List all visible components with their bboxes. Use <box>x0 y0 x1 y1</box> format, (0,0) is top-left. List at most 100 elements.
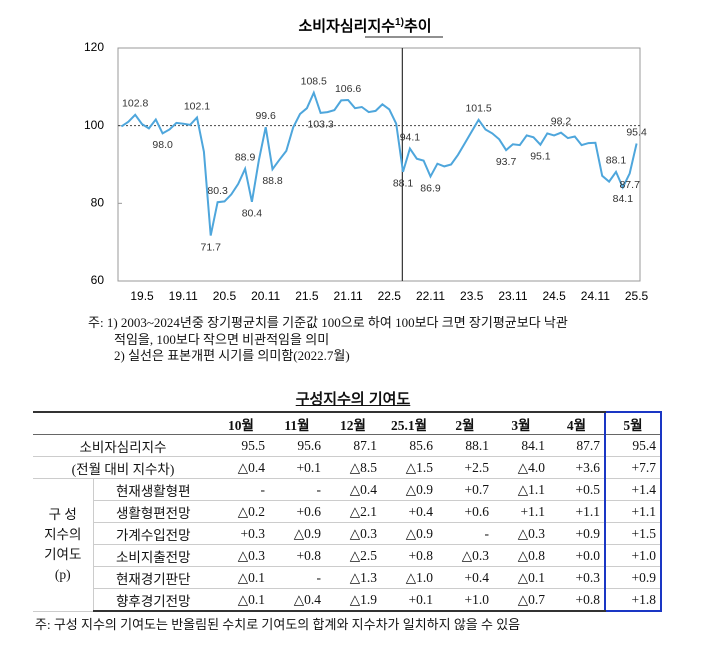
cell: +1.0 <box>437 588 493 612</box>
cell: +0.8 <box>549 588 605 612</box>
cell: △0.7 <box>493 588 549 612</box>
cell: △0.8 <box>493 544 549 567</box>
group-label-line: 구 성 <box>48 506 77 522</box>
y-tick-label: 60 <box>91 273 105 287</box>
cell: △0.1 <box>213 566 269 589</box>
line <box>120 89 638 236</box>
x-tick-label: 25.5 <box>625 289 649 303</box>
row-label: 생활형편전망 <box>93 500 213 523</box>
data-label: 93.7 <box>496 156 517 168</box>
row-label: 가계수입전망 <box>93 522 213 545</box>
row-label: 향후경기전망 <box>93 588 213 612</box>
cell: 87.7 <box>549 434 605 457</box>
data-label: 94.1 <box>400 131 421 143</box>
y-tick-label: 80 <box>91 196 105 210</box>
table-note: 주: 구성 지수의 기여도는 반올림된 수치로 기여도의 합계와 지수차가 일치… <box>35 617 521 632</box>
group-label-line: 지수의 <box>44 526 82 542</box>
cell: 87.1 <box>325 434 381 457</box>
plot-frame <box>117 47 641 282</box>
cell: - <box>437 522 493 545</box>
data-label: 88.1 <box>393 178 414 190</box>
cell: 85.6 <box>381 434 437 457</box>
header-cell: 10월 <box>213 411 269 435</box>
x-tick-label: 19.11 <box>169 289 198 303</box>
header-cell: 11월 <box>269 411 325 435</box>
cell: +0.6 <box>437 500 493 523</box>
cell: △0.9 <box>381 522 437 545</box>
data-label: 84.1 <box>613 193 634 205</box>
cell: +0.7 <box>437 478 493 501</box>
x-tick-label: 20.11 <box>251 289 280 303</box>
data-label: 80.3 <box>207 185 228 197</box>
row-label: 현재생활형편 <box>93 478 213 501</box>
cell: △4.0 <box>493 456 549 479</box>
title-suffix: 추이 <box>404 18 432 35</box>
header-cell: 4월 <box>549 411 605 435</box>
x-tick-label: 24.5 <box>542 289 566 303</box>
header-row: 10월 11월 12월 25.1월 2월 3월 4월 5월 <box>33 411 662 435</box>
data-label: 88.8 <box>262 175 283 187</box>
data-label: 80.4 <box>242 208 263 220</box>
header-cell: 3월 <box>493 411 549 435</box>
cell: 95.6 <box>269 434 325 457</box>
row: 생활형편전망 △0.2 +0.6 △2.1 +0.4 +0.6 +1.1 +1.1 +1.1 <box>33 500 662 523</box>
title-note: 1) <box>395 17 404 28</box>
x-tick-label: 19.5 <box>130 289 154 303</box>
data-label: 71.7 <box>201 241 222 253</box>
y-tick-label: 100 <box>84 118 104 132</box>
cell: +0.4 <box>381 500 437 523</box>
cell: 84.1 <box>493 434 549 457</box>
header-cell <box>33 411 213 435</box>
cell: △0.3 <box>493 522 549 545</box>
data-label: 106.6 <box>335 83 361 95</box>
header-cell: 25.1월 <box>381 411 437 435</box>
note: 적임을, 100보다 작으면 비관적임을 의미 <box>114 332 330 347</box>
data-label: 88.9 <box>235 152 256 164</box>
cell: △0.4 <box>269 588 325 612</box>
cell: +1.0 <box>604 544 662 567</box>
chart-title: 소비자심리지수1)추이 <box>298 17 431 35</box>
cell: △0.3 <box>437 544 493 567</box>
cell: +1.5 <box>604 522 662 545</box>
cell: +1.1 <box>604 500 662 523</box>
data-label: 88.1 <box>606 155 627 167</box>
cell: △1.0 <box>381 566 437 589</box>
x-tick-label: 21.11 <box>334 289 363 303</box>
x-tick-label: 22.11 <box>416 289 445 303</box>
cell: △0.3 <box>325 522 381 545</box>
cell: △0.3 <box>213 544 269 567</box>
chart: 소비자심리지수1)추이 60 80 100 120 19.5 19.11 20.5 20.11… <box>84 17 649 304</box>
cell: △0.9 <box>269 522 325 545</box>
data-label: 99.6 <box>255 110 276 122</box>
cell: +1.1 <box>549 500 605 523</box>
cell: +0.3 <box>213 522 269 545</box>
cell: +7.7 <box>604 456 662 479</box>
cell: 95.4 <box>604 434 662 457</box>
cell: 95.5 <box>213 434 269 457</box>
data-label: 101.5 <box>465 103 491 115</box>
row: 현재경기판단 △0.1- △1.3 △1.0 +0.4 △0.1 +0.3 +0.9 <box>33 566 662 589</box>
data-label: 108.5 <box>301 75 327 87</box>
cell: △0.4 <box>325 478 381 501</box>
cell: +0.3 <box>549 566 605 589</box>
y-tick-label: 120 <box>84 40 104 54</box>
cell: +1.8 <box>604 588 662 612</box>
cell: +0.9 <box>549 522 605 545</box>
cell: △0.9 <box>381 478 437 501</box>
group-label: 구 성 지수의 기여도 (p) <box>33 478 94 612</box>
x-tick-label: 22.5 <box>378 289 402 303</box>
cell: +0.9 <box>604 566 662 589</box>
cell: +1.4 <box>604 478 662 501</box>
data-label: 95.1 <box>530 150 551 162</box>
cell: △1.3 <box>325 566 381 589</box>
row: 소비자심리지수 95.5 95.6 87.1 85.6 88.1 84.1 87.7 95.4 <box>33 434 662 457</box>
cell: △0.1 <box>213 588 269 612</box>
cell: △2.5 <box>325 544 381 567</box>
row: 소비지출전망 △0.3 +0.8 △2.5 +0.8 △0.3 △0.8 +0.0 +1.0 <box>33 544 662 567</box>
data-label: 102.8 <box>122 98 148 110</box>
cell: +3.6 <box>549 456 605 479</box>
cell: +0.8 <box>381 544 437 567</box>
x-tick-label: 24.11 <box>581 289 610 303</box>
table-title-text: 구성지수의 기여도 <box>295 391 411 408</box>
x-tick-label: 20.5 <box>213 289 237 303</box>
